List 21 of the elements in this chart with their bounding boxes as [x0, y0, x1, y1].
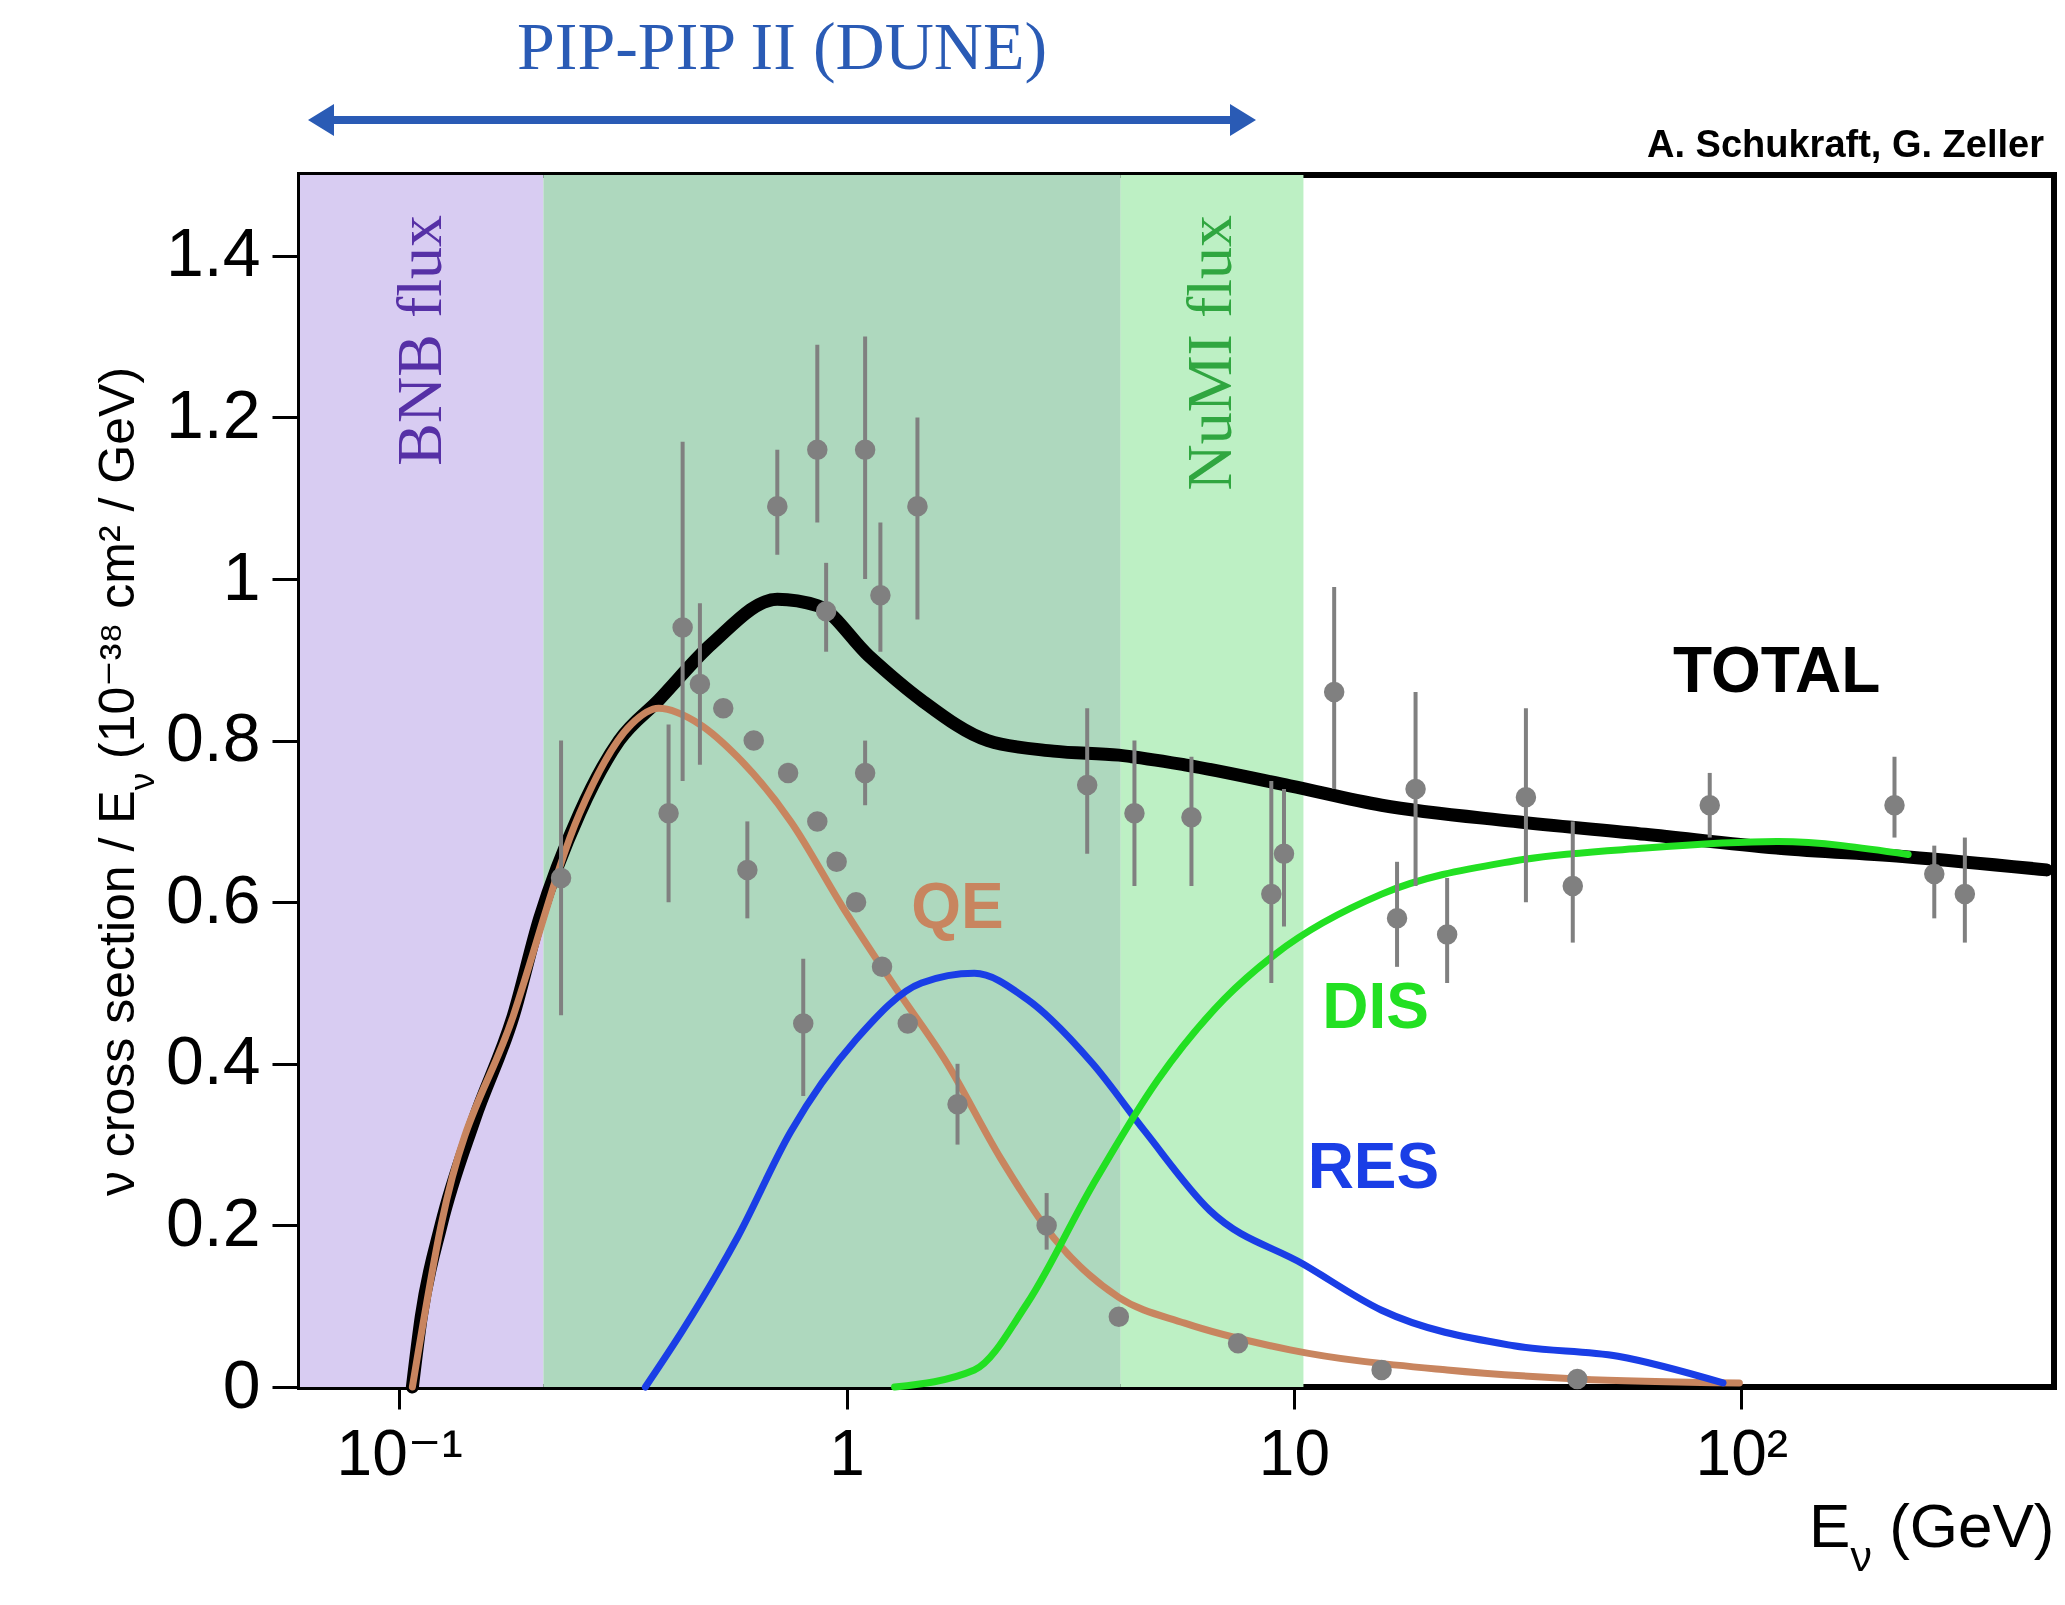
y-tick-label: 0.6	[165, 860, 261, 937]
x-tick-label: 10	[1258, 1416, 1331, 1489]
text: PIP-PIP II (DUNE)	[516, 8, 1048, 84]
text: TOTAL	[1673, 634, 1881, 707]
y-tick-label: 1.2	[165, 375, 261, 452]
y-tick-label: 1	[222, 537, 261, 614]
band-label: NuMI flux	[1174, 215, 1246, 491]
y-tick-label: 0	[222, 1345, 261, 1422]
x-tick-label: 1	[829, 1416, 865, 1489]
y-tick-label: 0.2	[165, 1183, 261, 1260]
series-label: RES	[1307, 1130, 1440, 1203]
x-tick-label: 10⁻¹	[336, 1416, 463, 1489]
y-tick-label: 1.4	[165, 214, 261, 291]
text: A. Schukraft, G. Zeller	[1647, 123, 2045, 165]
band-label: BNB flux	[383, 215, 455, 466]
x-tick-label: 10²	[1695, 1416, 1789, 1489]
x-axis-title: E$_{ν}$ (GeV)	[1809, 1490, 2055, 1580]
y-tick-label: 0.8	[165, 699, 261, 776]
y-tick-label: 0.4	[165, 1022, 261, 1099]
series-label: QE	[911, 869, 1004, 942]
series-label: DIS	[1322, 969, 1429, 1042]
